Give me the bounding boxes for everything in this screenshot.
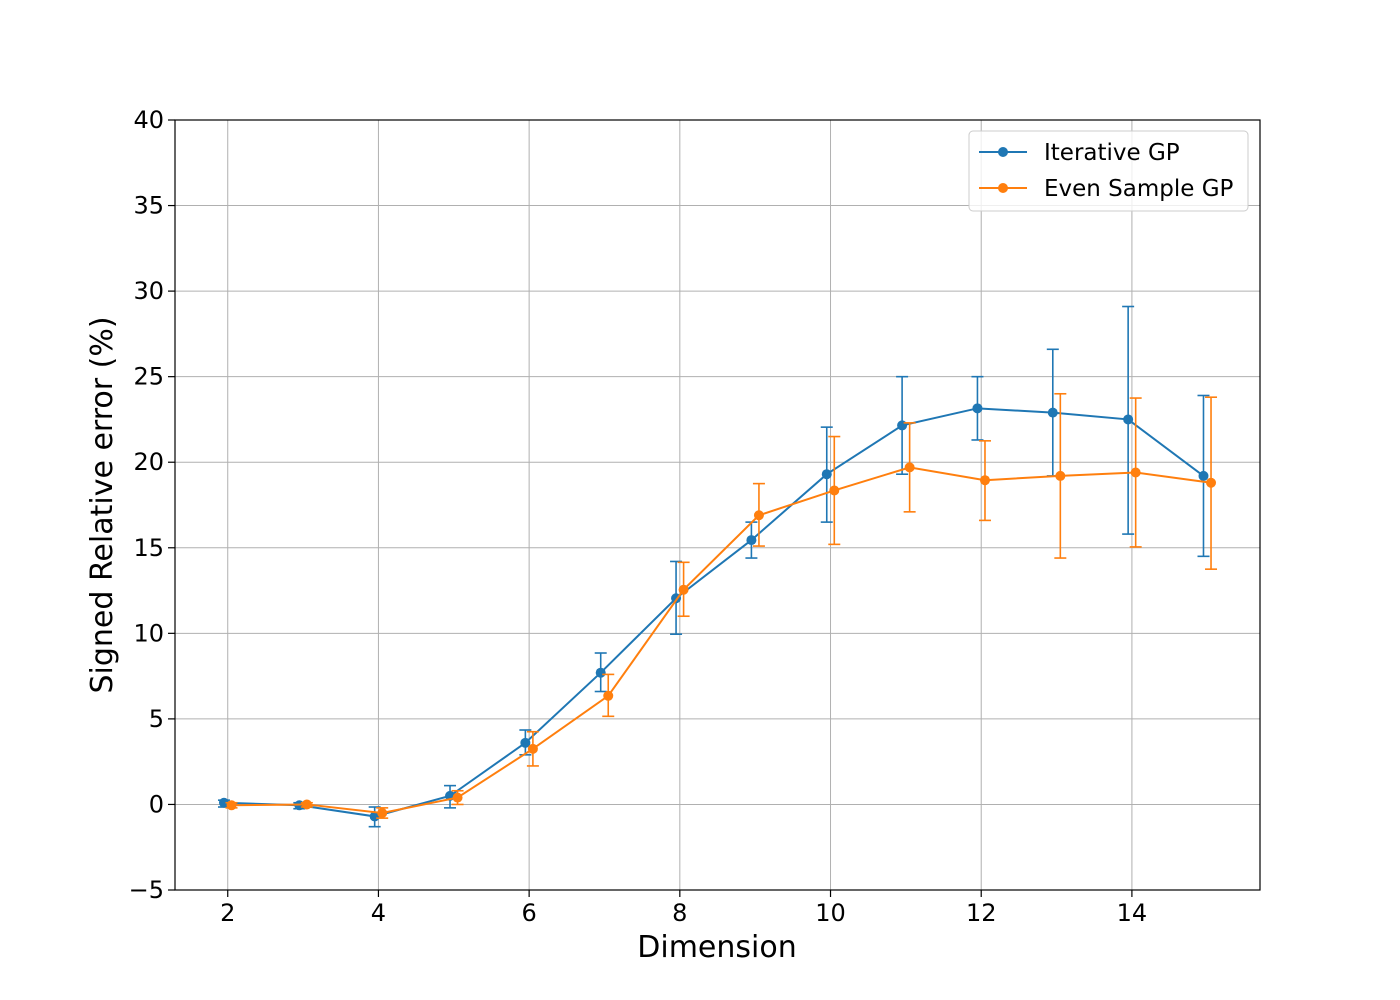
data-point [218, 797, 229, 808]
series-line [231, 466, 1212, 815]
data-point [1047, 407, 1058, 418]
data-point [520, 737, 531, 748]
data-point [972, 403, 983, 414]
data-point [595, 667, 606, 678]
data-point [603, 690, 614, 701]
data-point [1055, 470, 1066, 481]
x-tick-label: 14 [1117, 899, 1148, 927]
y-tick-label: 0 [149, 790, 164, 818]
x-tick-label: 6 [521, 899, 536, 927]
data-point [452, 792, 463, 803]
data-point [904, 462, 915, 473]
y-tick-label: 30 [133, 277, 164, 305]
y-axis-label: Signed Relative error (%) [85, 316, 120, 693]
data-point [746, 535, 757, 546]
data-point [377, 808, 388, 818]
plot-frame [174, 119, 1261, 891]
data-point [301, 799, 312, 810]
data-point [979, 475, 990, 486]
y-tick-label: 20 [133, 448, 164, 476]
data-point [829, 485, 840, 496]
y-tick-label: 40 [133, 106, 164, 134]
x-tick-label: 8 [672, 899, 687, 927]
x-tick-label: 12 [966, 899, 997, 927]
series-2 [225, 392, 1218, 819]
y-tick-label: 10 [133, 619, 164, 647]
y-tick-label: 5 [149, 705, 164, 733]
series-layer [217, 305, 1218, 828]
series-line [223, 407, 1205, 818]
data-point [821, 469, 832, 480]
x-axis-label: Dimension [637, 930, 796, 965]
y-tick-label: 25 [133, 363, 164, 391]
data-point [678, 584, 689, 595]
data-point [226, 800, 237, 811]
y-tick-label: 35 [133, 192, 164, 220]
data-point [1198, 470, 1209, 481]
axis-ticks: 2 4 6 8 10 12 14 −5 0 5 10 15 20 25 30 35 40 [129, 106, 1148, 927]
legend-marker [998, 183, 1008, 193]
x-tick-label: 10 [815, 899, 846, 927]
y-tick-label: 15 [133, 534, 164, 562]
data-point [1206, 477, 1217, 488]
legend-label: Iterative GP [1044, 140, 1180, 166]
legend-label: Even Sample GP [1044, 176, 1234, 202]
legend: Iterative GP Even Sample GP [968, 130, 1249, 212]
data-point [897, 420, 908, 431]
x-tick-label: 4 [371, 899, 386, 927]
legend-marker [998, 147, 1008, 157]
y-tick-label: −5 [129, 876, 164, 904]
x-tick-label: 2 [220, 899, 235, 927]
data-point [753, 510, 764, 521]
plot-background [175, 120, 1260, 890]
legend-frame [968, 130, 1249, 212]
data-point [1123, 414, 1134, 425]
data-point [527, 743, 538, 754]
data-point [1130, 467, 1141, 478]
